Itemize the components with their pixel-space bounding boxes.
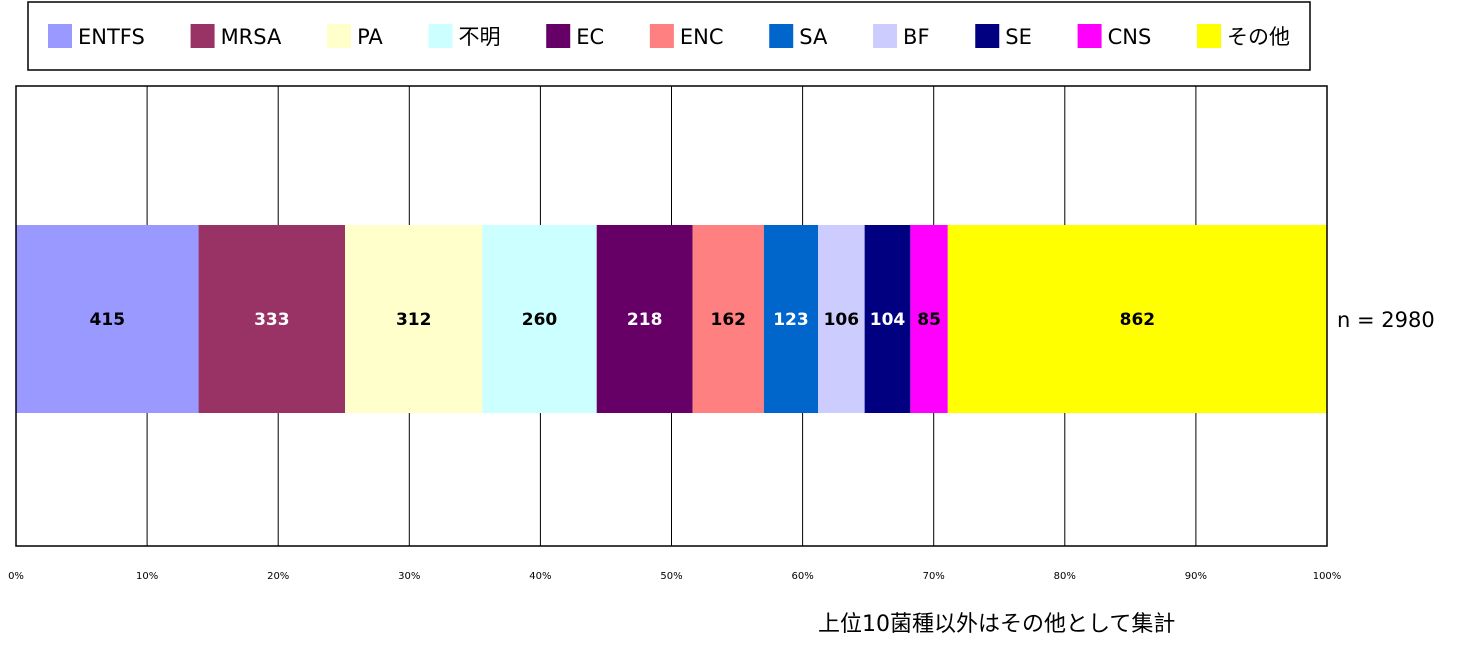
bar-value-labels: 415 333 312 260 218 162 123 106 104 85 862 (90, 310, 1156, 330)
legend-label: BF (903, 25, 930, 49)
bar-segment (596, 225, 693, 413)
bar-segment (16, 225, 199, 413)
legend-item: SA (769, 24, 828, 49)
bar-segment (692, 225, 764, 413)
legend-swatch (975, 24, 1000, 48)
bar-value-label: 333 (254, 310, 290, 330)
legend-label: ENC (680, 25, 724, 49)
legend-label: ENTFS (78, 25, 145, 49)
legend-item: PA (327, 24, 383, 49)
legend: ENTFS MRSA PA 不明 EC ENC SA BF SE CNS その他 (27, 1, 1311, 71)
x-tick-label: 30% (398, 571, 420, 582)
sample-size-label: n = 2980 (1337, 308, 1435, 332)
bar-segment (864, 225, 911, 413)
legend-item: SE (975, 24, 1032, 49)
legend-swatch (873, 24, 898, 48)
bar-segment (345, 225, 483, 413)
legend-item: ENTFS (48, 24, 145, 49)
bar-value-label: 312 (396, 310, 432, 330)
x-tick-label: 60% (791, 571, 813, 582)
legend-swatch (769, 24, 794, 48)
legend-label: SE (1005, 25, 1032, 49)
x-tick-label: 10% (136, 571, 158, 582)
bar-segments (16, 225, 1327, 413)
x-tick-label: 0% (8, 571, 24, 582)
x-tick-label: 20% (267, 571, 289, 582)
bar-value-label: 862 (1120, 310, 1156, 330)
plot-border (15, 85, 1328, 547)
bar-value-label: 123 (773, 310, 809, 330)
x-axis-ticks: 0% 10% 20% 30% 40% 50% 60% 70% 80% 90% 100% (8, 571, 1341, 582)
legend-label: SA (799, 25, 828, 49)
legend-item: BF (873, 24, 930, 49)
bar-value-label: 162 (711, 310, 747, 330)
bar-value-label: 218 (627, 310, 663, 330)
legend-label: PA (357, 25, 383, 49)
legend-item: その他 (1197, 24, 1290, 49)
x-tick-label: 40% (529, 571, 551, 582)
x-tick-label: 90% (1185, 571, 1207, 582)
bar-value-label: 415 (90, 310, 126, 330)
bar-segment (947, 225, 1327, 413)
legend-swatch (1077, 24, 1102, 48)
legend-label: EC (576, 25, 604, 49)
legend-swatch (48, 24, 72, 48)
x-tick-label: 80% (1054, 571, 1076, 582)
x-tick-label: 100% (1313, 571, 1342, 582)
legend-item: ENC (649, 24, 724, 49)
legend-swatch (546, 24, 571, 48)
bar-segment (763, 225, 818, 413)
legend-swatch (327, 24, 352, 48)
legend-swatch (428, 24, 453, 48)
x-tick-label: 50% (660, 571, 682, 582)
plot-area: 415 333 312 260 218 162 123 106 104 85 862 (15, 85, 1328, 547)
bar-segment (482, 225, 597, 413)
legend-label: MRSA (221, 25, 282, 49)
bar-value-label: 104 (870, 310, 906, 330)
legend-swatch (1197, 24, 1221, 48)
legend-label: 不明 (458, 25, 500, 49)
bar-segment (910, 225, 948, 413)
x-tick-label: 70% (923, 571, 945, 582)
footnote: 上位10菌種以外はその他として集計 (818, 612, 1175, 637)
legend-swatch (649, 24, 674, 48)
bar-segment (198, 225, 346, 413)
bar-value-label: 260 (522, 310, 558, 330)
legend-item: MRSA (190, 24, 282, 49)
legend-label: その他 (1227, 25, 1290, 49)
bar-value-label: 106 (824, 310, 860, 330)
legend-item: CNS (1077, 24, 1152, 49)
bar-value-label: 85 (917, 310, 941, 330)
legend-label: CNS (1108, 25, 1152, 49)
bar-segment (817, 225, 865, 413)
legend-swatch (190, 24, 215, 48)
legend-item: EC (546, 24, 604, 49)
legend-item: 不明 (428, 24, 500, 49)
